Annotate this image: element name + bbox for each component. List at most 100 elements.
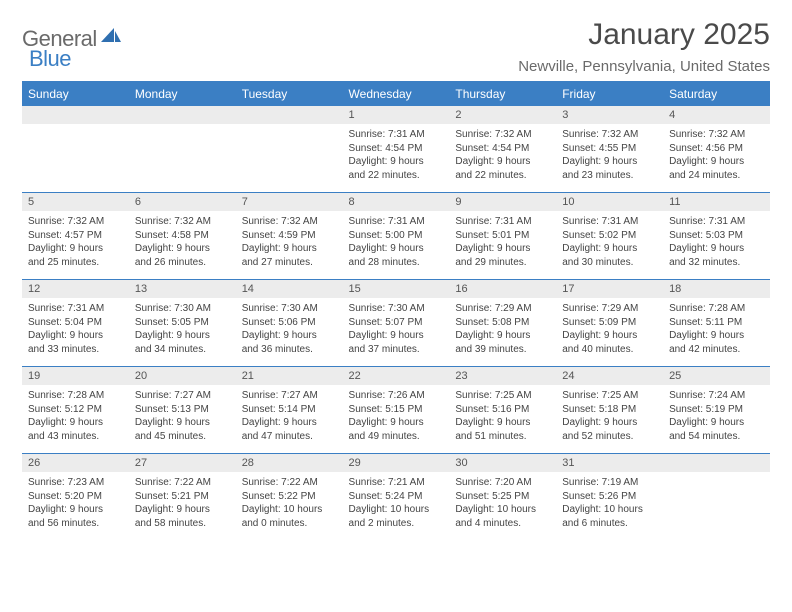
daylight-text: and 24 minutes.: [669, 169, 764, 183]
day-cell: 6Sunrise: 7:32 AMSunset: 4:58 PMDaylight…: [129, 193, 236, 280]
sunrise-text: Sunrise: 7:31 AM: [349, 215, 444, 229]
day-info: Sunrise: 7:24 AMSunset: 5:19 PMDaylight:…: [663, 385, 770, 453]
day-cell: 22Sunrise: 7:26 AMSunset: 5:15 PMDayligh…: [343, 367, 450, 454]
daylight-text: Daylight: 10 hours: [455, 503, 550, 517]
daylight-text: Daylight: 9 hours: [135, 503, 230, 517]
day-number: 16: [449, 280, 556, 298]
sunrise-text: Sunrise: 7:20 AM: [455, 476, 550, 490]
day-number: 15: [343, 280, 450, 298]
daylight-text: Daylight: 9 hours: [242, 242, 337, 256]
calendar-page: General January 2025 Newville, Pennsylva…: [0, 0, 792, 612]
sunrise-text: Sunrise: 7:25 AM: [562, 389, 657, 403]
daylight-text: and 0 minutes.: [242, 517, 337, 531]
daylight-text: Daylight: 9 hours: [669, 155, 764, 169]
brand-text-2: Blue: [29, 46, 71, 71]
daylight-text: Daylight: 9 hours: [562, 329, 657, 343]
day-number: 14: [236, 280, 343, 298]
daylight-text: Daylight: 9 hours: [349, 242, 444, 256]
day-number: 11: [663, 193, 770, 211]
daylight-text: and 22 minutes.: [349, 169, 444, 183]
day-cell: [22, 106, 129, 193]
day-cell: 23Sunrise: 7:25 AMSunset: 5:16 PMDayligh…: [449, 367, 556, 454]
day-cell: 20Sunrise: 7:27 AMSunset: 5:13 PMDayligh…: [129, 367, 236, 454]
day-header: Friday: [556, 82, 663, 106]
day-info: Sunrise: 7:26 AMSunset: 5:15 PMDaylight:…: [343, 385, 450, 453]
sunset-text: Sunset: 5:02 PM: [562, 229, 657, 243]
day-info-empty: [236, 124, 343, 182]
daylight-text: Daylight: 9 hours: [562, 416, 657, 430]
day-number: 28: [236, 454, 343, 472]
day-number: 25: [663, 367, 770, 385]
daylight-text: Daylight: 9 hours: [455, 242, 550, 256]
daylight-text: Daylight: 9 hours: [669, 416, 764, 430]
daylight-text: Daylight: 9 hours: [455, 155, 550, 169]
sunrise-text: Sunrise: 7:24 AM: [669, 389, 764, 403]
day-info: Sunrise: 7:31 AMSunset: 5:00 PMDaylight:…: [343, 211, 450, 279]
sunset-text: Sunset: 5:21 PM: [135, 490, 230, 504]
calendar-table: Sunday Monday Tuesday Wednesday Thursday…: [22, 81, 770, 540]
sunrise-text: Sunrise: 7:32 AM: [562, 128, 657, 142]
title-block: January 2025 Newville, Pennsylvania, Uni…: [518, 18, 770, 75]
day-header: Monday: [129, 82, 236, 106]
day-info: Sunrise: 7:32 AMSunset: 4:56 PMDaylight:…: [663, 124, 770, 192]
sunset-text: Sunset: 5:06 PM: [242, 316, 337, 330]
day-number: 18: [663, 280, 770, 298]
sunset-text: Sunset: 5:19 PM: [669, 403, 764, 417]
month-title: January 2025: [518, 18, 770, 52]
day-number: 17: [556, 280, 663, 298]
daylight-text: and 58 minutes.: [135, 517, 230, 531]
daylight-text: and 33 minutes.: [28, 343, 123, 357]
daylight-text: Daylight: 10 hours: [562, 503, 657, 517]
daylight-text: Daylight: 9 hours: [349, 416, 444, 430]
sunrise-text: Sunrise: 7:32 AM: [669, 128, 764, 142]
sunrise-text: Sunrise: 7:32 AM: [28, 215, 123, 229]
day-info: Sunrise: 7:22 AMSunset: 5:21 PMDaylight:…: [129, 472, 236, 540]
day-cell: 26Sunrise: 7:23 AMSunset: 5:20 PMDayligh…: [22, 454, 129, 541]
daylight-text: and 52 minutes.: [562, 430, 657, 444]
sunset-text: Sunset: 5:26 PM: [562, 490, 657, 504]
sunrise-text: Sunrise: 7:26 AM: [349, 389, 444, 403]
daylight-text: Daylight: 9 hours: [28, 416, 123, 430]
day-cell: 4Sunrise: 7:32 AMSunset: 4:56 PMDaylight…: [663, 106, 770, 193]
day-info: Sunrise: 7:32 AMSunset: 4:54 PMDaylight:…: [449, 124, 556, 192]
day-cell: 5Sunrise: 7:32 AMSunset: 4:57 PMDaylight…: [22, 193, 129, 280]
day-info: Sunrise: 7:29 AMSunset: 5:09 PMDaylight:…: [556, 298, 663, 366]
daylight-text: Daylight: 9 hours: [455, 329, 550, 343]
daylight-text: and 29 minutes.: [455, 256, 550, 270]
sunset-text: Sunset: 4:54 PM: [455, 142, 550, 156]
daylight-text: Daylight: 9 hours: [135, 329, 230, 343]
day-info: Sunrise: 7:32 AMSunset: 4:57 PMDaylight:…: [22, 211, 129, 279]
day-header: Sunday: [22, 82, 129, 106]
daylight-text: Daylight: 9 hours: [242, 416, 337, 430]
day-info: Sunrise: 7:27 AMSunset: 5:13 PMDaylight:…: [129, 385, 236, 453]
day-number: 21: [236, 367, 343, 385]
daylight-text: Daylight: 9 hours: [562, 155, 657, 169]
day-cell: 16Sunrise: 7:29 AMSunset: 5:08 PMDayligh…: [449, 280, 556, 367]
sunrise-text: Sunrise: 7:29 AM: [562, 302, 657, 316]
daylight-text: Daylight: 9 hours: [135, 416, 230, 430]
sunrise-text: Sunrise: 7:31 AM: [669, 215, 764, 229]
daylight-text: and 49 minutes.: [349, 430, 444, 444]
day-number-empty: [22, 106, 129, 124]
day-cell: 29Sunrise: 7:21 AMSunset: 5:24 PMDayligh…: [343, 454, 450, 541]
daylight-text: Daylight: 9 hours: [242, 329, 337, 343]
day-info: Sunrise: 7:32 AMSunset: 4:55 PMDaylight:…: [556, 124, 663, 192]
sunrise-text: Sunrise: 7:22 AM: [135, 476, 230, 490]
sunset-text: Sunset: 5:24 PM: [349, 490, 444, 504]
sunrise-text: Sunrise: 7:23 AM: [28, 476, 123, 490]
day-info: Sunrise: 7:19 AMSunset: 5:26 PMDaylight:…: [556, 472, 663, 540]
day-number: 30: [449, 454, 556, 472]
day-number-empty: [236, 106, 343, 124]
daylight-text: and 36 minutes.: [242, 343, 337, 357]
day-cell: 28Sunrise: 7:22 AMSunset: 5:22 PMDayligh…: [236, 454, 343, 541]
daylight-text: and 22 minutes.: [455, 169, 550, 183]
day-number: 1: [343, 106, 450, 124]
daylight-text: and 37 minutes.: [349, 343, 444, 357]
day-info: Sunrise: 7:30 AMSunset: 5:07 PMDaylight:…: [343, 298, 450, 366]
day-info-empty: [663, 472, 770, 530]
sunrise-text: Sunrise: 7:32 AM: [135, 215, 230, 229]
day-number: 10: [556, 193, 663, 211]
sunrise-text: Sunrise: 7:28 AM: [28, 389, 123, 403]
day-cell: 15Sunrise: 7:30 AMSunset: 5:07 PMDayligh…: [343, 280, 450, 367]
sunset-text: Sunset: 5:04 PM: [28, 316, 123, 330]
